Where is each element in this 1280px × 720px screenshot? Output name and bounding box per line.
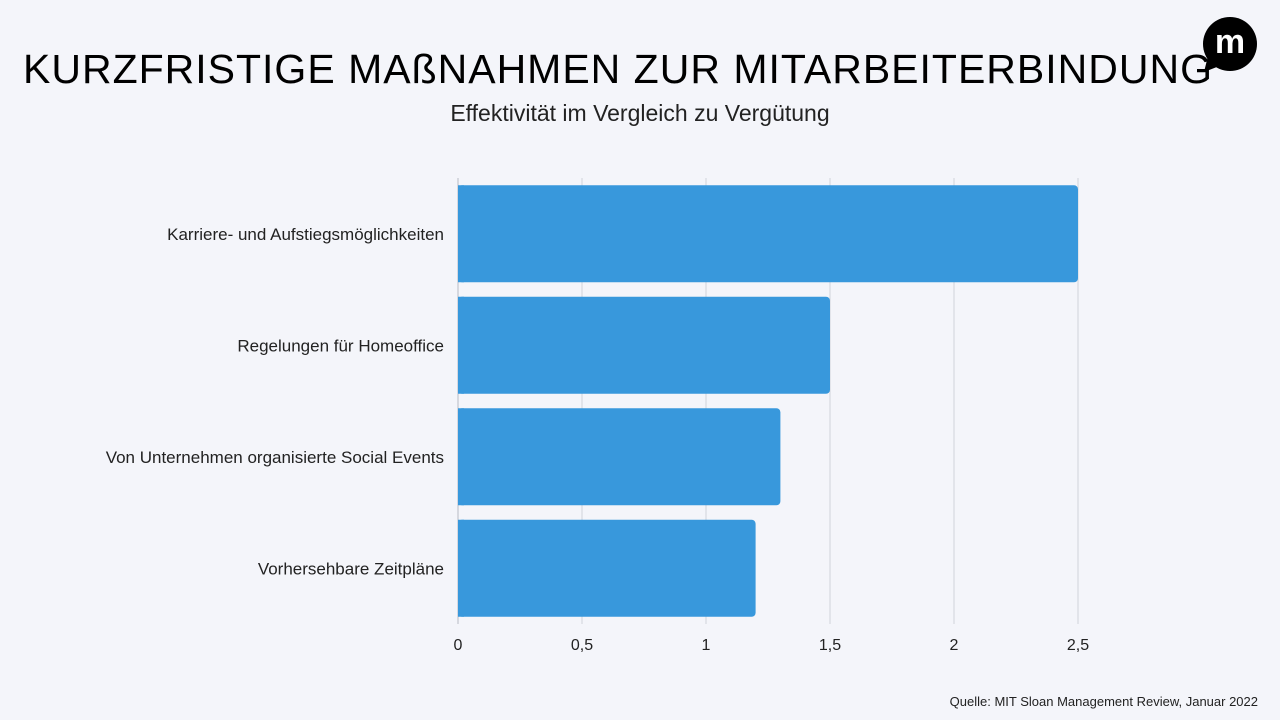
bar [458,296,830,394]
bar-base [458,519,464,617]
bars [458,185,1078,617]
x-tick-label: 1 [702,637,711,654]
x-tick-label: 1,5 [819,637,841,654]
source-note: Quelle: MIT Sloan Management Review, Jan… [949,694,1258,709]
chart-subtitle: Effektivität im Vergleich zu Vergütung [450,100,830,126]
x-tick-label: 0,5 [571,637,593,654]
bar-base [458,408,464,506]
logo-letter: m [1215,23,1245,61]
x-tick-label: 2 [950,637,959,654]
category-label: Karriere- und Aufstiegsmöglichkeiten [167,225,444,244]
x-tick-label: 2,5 [1067,637,1089,654]
category-label: Regelungen für Homeoffice [237,336,444,355]
x-axis-ticks: 0 0,5 1 1,5 2 2,5 [454,637,1090,654]
bar [458,408,781,506]
bar [458,185,1078,283]
bar [458,519,756,617]
category-label: Vorhersehbare Zeitpläne [258,559,444,578]
category-labels: Karriere- und Aufstiegsmöglichkeiten Rege… [106,225,444,579]
m-speech-bubble-icon: m [1203,17,1257,72]
bar-base [458,185,464,283]
bar-base [458,296,464,394]
chart-title: KURZFRISTIGE MAßNAHMEN ZUR MITARBEITERBI… [23,46,1213,92]
x-tick-label: 0 [454,637,463,654]
category-label: Von Unternehmen organisierte Social Even… [106,448,444,467]
